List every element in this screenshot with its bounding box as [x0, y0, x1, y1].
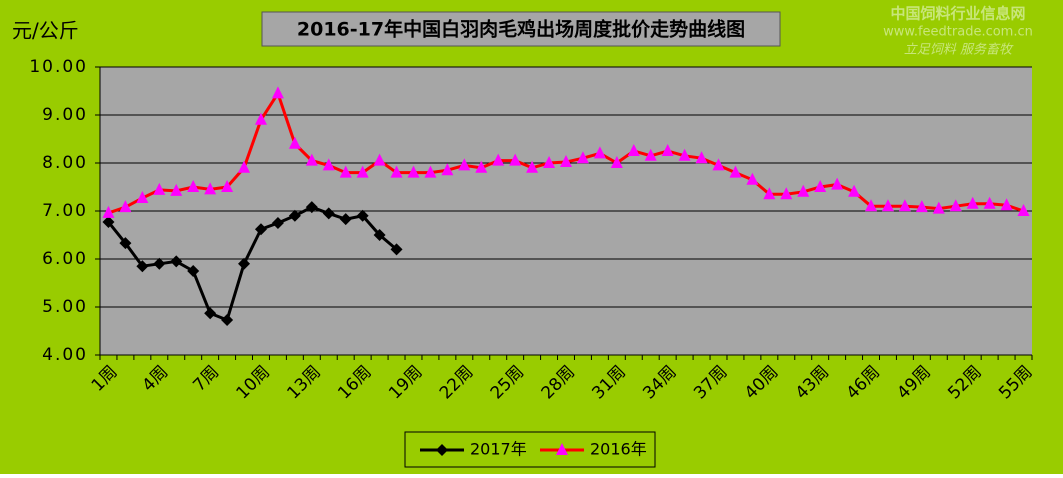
watermark-slogan: 立足饲料 服务畜牧	[904, 42, 1014, 58]
chart-title: 2016-17年中国白羽肉毛鸡出场周度批价走势曲线图	[297, 18, 745, 41]
marker	[288, 209, 301, 222]
marker	[187, 180, 200, 192]
marker	[356, 165, 369, 178]
y-axis-label: 元/公斤	[12, 19, 79, 43]
legend-label: 2016年	[590, 440, 647, 459]
marker	[136, 260, 149, 273]
marker	[119, 200, 132, 213]
watermark-url: www.feedtrade.com.cn	[883, 25, 1033, 40]
marker	[1000, 198, 1013, 211]
marker	[814, 180, 827, 192]
marker	[983, 196, 996, 209]
marker	[221, 180, 234, 192]
marker	[238, 160, 251, 173]
marker	[102, 205, 115, 218]
marker	[1017, 204, 1030, 216]
marker	[627, 144, 640, 156]
marker	[729, 165, 742, 178]
marker	[119, 237, 132, 250]
marker	[661, 144, 674, 156]
marker	[339, 165, 352, 178]
marker	[492, 153, 505, 166]
marker	[915, 200, 928, 213]
y-tick-label: 8.00	[42, 153, 88, 173]
marker	[153, 182, 166, 195]
marker	[458, 158, 471, 171]
y-tick-label: 4.00	[42, 345, 88, 365]
marker	[305, 153, 318, 166]
marker	[441, 163, 454, 176]
marker	[509, 153, 522, 166]
marker	[322, 207, 335, 220]
legend-box	[404, 431, 656, 468]
legend-label: 2017年	[470, 440, 527, 459]
marker	[966, 196, 979, 209]
marker	[136, 191, 149, 204]
marker	[187, 265, 200, 277]
marker	[576, 151, 589, 164]
marker	[678, 148, 691, 161]
marker	[153, 257, 166, 270]
marker	[644, 148, 657, 161]
marker	[373, 229, 386, 241]
marker	[695, 151, 708, 164]
y-tick-label: 7.00	[42, 201, 88, 221]
watermark-name: 中国饲料行业信息网	[890, 5, 1025, 23]
title-box	[261, 11, 781, 47]
marker	[170, 183, 183, 196]
marker	[865, 199, 878, 212]
marker	[543, 156, 556, 168]
marker	[797, 184, 810, 197]
marker	[204, 307, 217, 320]
marker	[560, 155, 572, 168]
marker	[390, 165, 403, 178]
marker	[424, 165, 437, 178]
marker	[898, 199, 911, 212]
marker	[407, 165, 420, 178]
marker	[221, 313, 234, 326]
marker	[763, 187, 776, 200]
marker	[475, 160, 488, 173]
y-tick-label: 5.00	[42, 297, 88, 317]
marker	[556, 443, 568, 455]
marker	[254, 112, 267, 125]
marker	[305, 201, 318, 214]
marker	[254, 223, 267, 236]
y-tick-label: 6.00	[42, 249, 88, 269]
marker	[712, 158, 725, 171]
marker	[204, 182, 217, 195]
y-tick-label: 9.00	[42, 105, 88, 125]
marker	[436, 444, 448, 456]
marker	[949, 199, 962, 212]
marker	[288, 136, 301, 149]
marker	[610, 156, 623, 168]
marker	[271, 86, 284, 99]
marker	[322, 158, 335, 171]
marker	[339, 213, 352, 226]
marker	[848, 184, 861, 197]
marker	[780, 187, 793, 200]
marker	[238, 257, 251, 270]
marker	[881, 199, 894, 212]
marker	[102, 216, 115, 229]
marker	[746, 172, 759, 185]
marker	[271, 217, 284, 229]
marker	[373, 153, 386, 166]
marker	[170, 255, 183, 268]
marker	[593, 146, 606, 159]
marker	[356, 209, 369, 222]
marker	[526, 160, 539, 173]
marker	[390, 243, 403, 256]
marker	[932, 201, 945, 214]
marker	[831, 177, 844, 190]
y-tick-label: 10.00	[29, 57, 88, 77]
